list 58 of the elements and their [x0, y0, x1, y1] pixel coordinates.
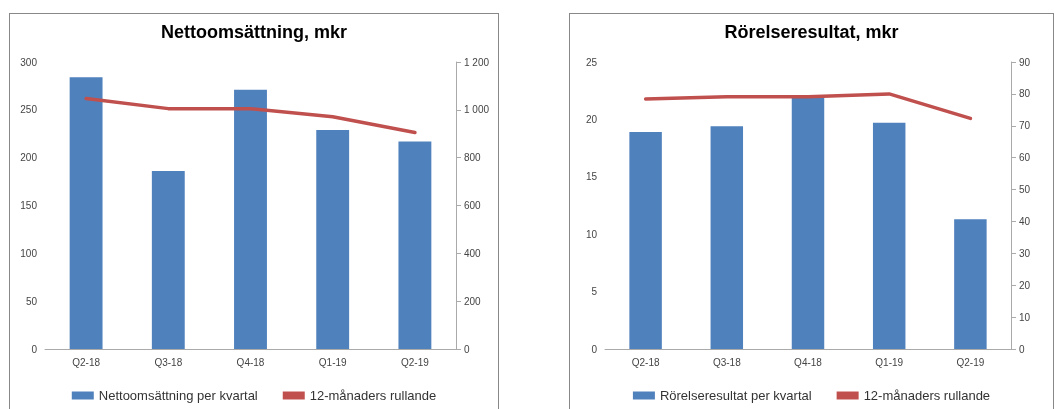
line-series: [643, 92, 973, 121]
y2-tick-label: 1 200: [464, 56, 490, 68]
x-tick-label: Q2-19: [401, 356, 430, 368]
y-tick-label: 250: [20, 104, 38, 116]
y2-tick-label: 80: [1019, 88, 1031, 100]
x-tick-label: Q1-19: [875, 356, 904, 368]
y2-tick-label: 0: [1019, 343, 1025, 355]
legend-label: 12-månaders rullande: [863, 388, 991, 403]
y2-tick-label: 0: [464, 343, 470, 355]
y-tick-label: 200: [20, 152, 38, 164]
y-tick-label: 50: [25, 295, 38, 307]
bar: [710, 126, 744, 349]
x-tick-label: Q3-18: [712, 356, 742, 368]
x-tick-label: Q1-19: [318, 356, 348, 368]
chart-title: Rörelseresultat, mkr: [724, 22, 899, 42]
y-tick-label: 0: [31, 343, 38, 355]
y2-tick-label: 200: [464, 295, 482, 307]
y2-tick-label: 40: [1019, 215, 1031, 227]
y2-tick-label: 70: [1019, 120, 1031, 132]
legend-label: Rörelseresultat per kvartal: [659, 388, 812, 403]
y2-tick-label: 600: [464, 200, 482, 211]
legend-label: 12-månaders rullande: [309, 388, 437, 403]
x-tick-label: Q2-18: [72, 356, 101, 368]
bar: [629, 132, 662, 349]
x-tick-label: Q4-18: [794, 356, 823, 368]
y-tick-label: 150: [20, 200, 38, 211]
chart-title: Nettoomsättning, mkr: [160, 22, 348, 42]
y-tick-label: 15: [585, 171, 598, 183]
bar: [69, 77, 103, 349]
y2-tick-label: 10: [1019, 311, 1031, 323]
bar: [316, 129, 350, 349]
x-tick-label: Q2-19: [956, 356, 985, 368]
y2-tick-label: 30: [1019, 247, 1031, 259]
x-tick-label: Q4-18: [236, 356, 265, 368]
x-tick-label: Q3-18: [154, 356, 183, 368]
bar: [791, 97, 825, 349]
y2-tick-label: 400: [464, 247, 482, 259]
bar: [398, 141, 432, 349]
y2-tick-label: 1 000: [464, 104, 490, 116]
y2-tick-label: 90: [1019, 56, 1031, 68]
y-tick-label: 100: [20, 247, 38, 259]
y2-tick-label: 50: [1019, 184, 1031, 196]
bar: [954, 219, 987, 349]
x-tick-label: Q2-18: [631, 356, 660, 368]
legend-label: Nettoomsättning per kvartal: [98, 388, 258, 403]
y-tick-label: 5: [591, 286, 598, 298]
y-tick-label: 25: [585, 56, 598, 68]
bar: [151, 171, 185, 349]
bar: [872, 122, 906, 349]
y-tick-label: 0: [591, 343, 598, 355]
y-tick-label: 20: [585, 113, 598, 125]
y-tick-label: 300: [20, 56, 38, 68]
bar: [234, 89, 267, 349]
y2-tick-label: 60: [1019, 152, 1031, 164]
line-series: [84, 96, 417, 135]
y2-tick-label: 20: [1019, 279, 1031, 291]
y2-tick-label: 800: [464, 152, 482, 164]
y-tick-label: 10: [585, 228, 598, 240]
